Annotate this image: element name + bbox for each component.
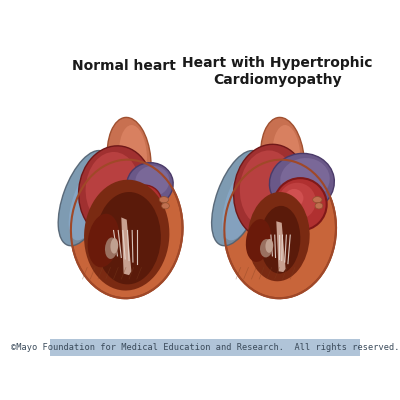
Ellipse shape xyxy=(280,158,330,201)
Ellipse shape xyxy=(123,210,135,220)
Ellipse shape xyxy=(96,192,161,284)
Ellipse shape xyxy=(69,164,107,240)
Ellipse shape xyxy=(119,125,147,186)
Polygon shape xyxy=(121,218,131,275)
Ellipse shape xyxy=(275,213,287,222)
Ellipse shape xyxy=(130,209,142,218)
Ellipse shape xyxy=(274,178,327,230)
Ellipse shape xyxy=(84,180,169,290)
Ellipse shape xyxy=(270,153,334,212)
Ellipse shape xyxy=(224,160,336,298)
Ellipse shape xyxy=(107,118,151,202)
Ellipse shape xyxy=(260,239,272,258)
Bar xyxy=(50,339,360,356)
Ellipse shape xyxy=(88,214,119,267)
Ellipse shape xyxy=(105,238,118,259)
Ellipse shape xyxy=(248,192,310,281)
Ellipse shape xyxy=(266,239,273,253)
Ellipse shape xyxy=(240,150,296,227)
Ellipse shape xyxy=(272,125,300,186)
Ellipse shape xyxy=(222,164,261,240)
Ellipse shape xyxy=(246,219,271,262)
Polygon shape xyxy=(276,221,286,272)
Ellipse shape xyxy=(86,152,140,226)
Ellipse shape xyxy=(58,150,112,246)
Ellipse shape xyxy=(128,185,162,219)
Ellipse shape xyxy=(260,206,300,274)
Ellipse shape xyxy=(159,197,168,203)
Text: Normal heart: Normal heart xyxy=(72,59,176,73)
Ellipse shape xyxy=(313,197,322,203)
Ellipse shape xyxy=(135,166,169,197)
Text: ©Mayo Foundation for Medical Education and Research.  All rights reserved.: ©Mayo Foundation for Medical Education a… xyxy=(11,343,399,352)
Ellipse shape xyxy=(260,118,304,202)
Ellipse shape xyxy=(71,160,182,298)
Ellipse shape xyxy=(110,238,118,254)
Ellipse shape xyxy=(162,203,169,209)
Ellipse shape xyxy=(282,211,294,220)
Ellipse shape xyxy=(234,144,308,240)
Ellipse shape xyxy=(127,163,173,206)
Ellipse shape xyxy=(78,146,153,238)
Ellipse shape xyxy=(315,203,323,209)
Ellipse shape xyxy=(279,183,316,220)
Ellipse shape xyxy=(212,150,265,246)
Ellipse shape xyxy=(131,188,154,211)
Text: Heart with Hypertrophic
Cardiomyopathy: Heart with Hypertrophic Cardiomyopathy xyxy=(182,56,372,87)
Ellipse shape xyxy=(285,189,304,207)
